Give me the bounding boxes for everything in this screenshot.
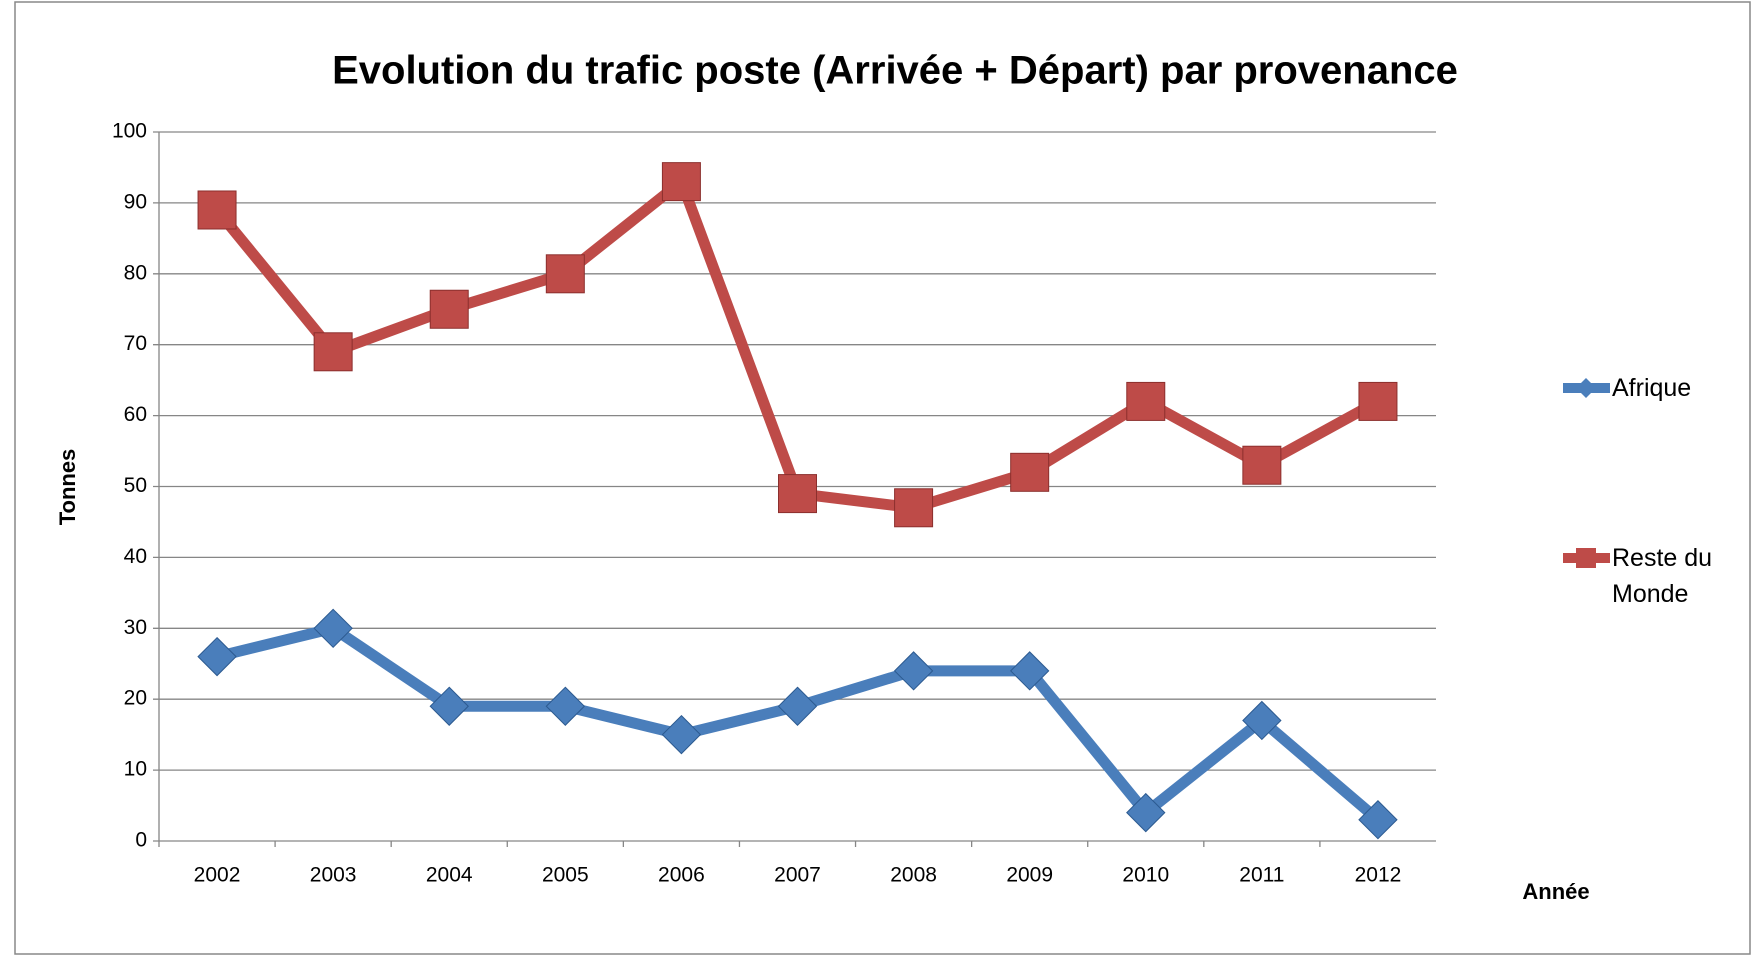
- y-tick-label: 70: [124, 332, 147, 355]
- x-axis-label: Année: [1522, 879, 1589, 904]
- data-point: [197, 636, 237, 677]
- data-point: [1358, 381, 1398, 421]
- data-point: [545, 254, 585, 294]
- y-tick-label: 80: [124, 261, 147, 284]
- data-point: [1242, 700, 1282, 741]
- x-tick-label: 2007: [774, 864, 821, 887]
- data-point: [1126, 792, 1166, 833]
- data-point: [778, 474, 817, 514]
- x-tick-label: 2005: [542, 864, 589, 887]
- y-tick-label: 50: [124, 474, 147, 497]
- y-tick-label: 10: [124, 758, 147, 781]
- chart-title: Evolution du trafic poste (Arrivée + Dép…: [332, 49, 1458, 93]
- legend-marker: [1576, 378, 1596, 398]
- y-tick-label: 0: [135, 829, 147, 852]
- x-tick-label: 2011: [1239, 864, 1284, 887]
- y-tick-label: 20: [124, 687, 147, 710]
- data-point: [1358, 800, 1398, 840]
- x-tick-label: 2010: [1122, 864, 1169, 887]
- x-tick-label: 2004: [426, 864, 473, 887]
- data-point: [545, 686, 586, 726]
- data-point: [313, 332, 353, 372]
- legend-label: Afrique: [1612, 374, 1692, 402]
- data-point: [1242, 445, 1282, 485]
- y-tick-label: 30: [124, 616, 147, 639]
- legend-label: Reste du Monde: [1612, 544, 1713, 608]
- chart-border: [14, 1, 1751, 955]
- x-tick-label: 2009: [1006, 864, 1053, 887]
- x-tick-label: 2002: [194, 864, 241, 887]
- data-point: [893, 651, 934, 691]
- legend-marker: [1576, 548, 1596, 568]
- x-tick-label: 2006: [658, 864, 705, 887]
- y-tick-label: 90: [124, 190, 147, 213]
- y-tick-label: 100: [112, 120, 147, 143]
- data-point: [1009, 651, 1050, 691]
- data-point: [313, 608, 353, 649]
- data-point: [429, 289, 469, 329]
- data-point: [777, 686, 818, 726]
- x-tick-label: 2012: [1355, 864, 1402, 887]
- y-axis-label: Tonnes: [55, 449, 80, 526]
- y-tick-label: 40: [124, 545, 147, 568]
- data-point: [661, 162, 701, 202]
- x-tick-label: 2008: [890, 864, 937, 887]
- data-point: [429, 686, 469, 726]
- data-point: [197, 190, 237, 230]
- x-tick-label: 2003: [310, 864, 357, 887]
- y-tick-label: 60: [124, 403, 147, 426]
- data-point: [1010, 452, 1050, 492]
- data-point: [894, 488, 934, 528]
- data-point: [1126, 381, 1166, 421]
- data-point: [661, 714, 702, 755]
